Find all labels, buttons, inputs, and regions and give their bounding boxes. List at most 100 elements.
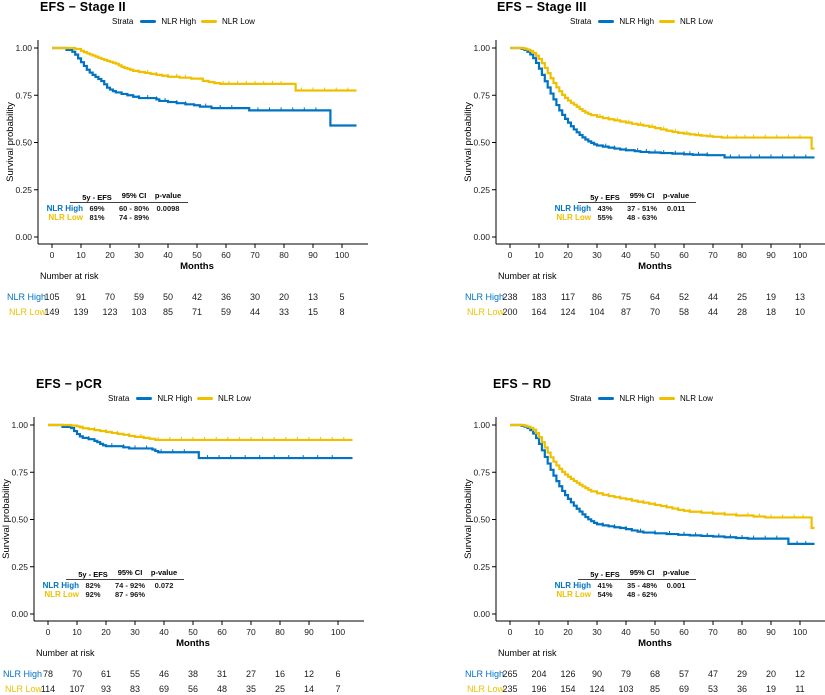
legend: Strata NLR High NLR Low (570, 17, 713, 26)
x-tick-label: 60 (221, 250, 231, 260)
annotation-5y-efs-value: 82% (85, 581, 100, 590)
annotation-row-label: NLR High (47, 204, 84, 213)
risk-count: 13 (795, 292, 805, 302)
annotation-ci-value: 87 - 96% (115, 590, 145, 599)
x-tick-label: 80 (737, 250, 747, 260)
x-tick-label: 90 (304, 627, 314, 637)
risk-count: 19 (766, 684, 776, 694)
risk-count: 47 (708, 669, 718, 679)
risk-count: 15 (308, 307, 318, 317)
legend-title: Strata (108, 394, 130, 403)
risk-count: 124 (589, 684, 604, 694)
risk-count: 8 (339, 307, 344, 317)
legend-swatch-nlr-high (598, 396, 615, 401)
km-plot-rd: 1.00 0.75 0.50 0.25 0.00 Survival probability… (463, 417, 825, 694)
y-tick-label: 0.00 (473, 232, 490, 242)
y-tick-label: 0.75 (473, 467, 490, 477)
x-tick-label: 60 (679, 627, 689, 637)
risk-count: 56 (188, 684, 198, 694)
risk-count: 31 (217, 669, 227, 679)
x-tick-label: 90 (766, 250, 776, 260)
annotation-p-value: 0.0098 (157, 204, 180, 213)
risk-count: 38 (188, 669, 198, 679)
x-axis-title: Months (176, 638, 210, 649)
x-tick-label: 40 (159, 627, 169, 637)
annotation-ci-value: 37 - 51% (627, 204, 657, 213)
risk-count: 83 (130, 684, 140, 694)
x-tick-label: 100 (793, 627, 807, 637)
legend-label-nlr-high: NLR High (157, 394, 193, 403)
annotation-row-label: NLR Low (48, 213, 83, 222)
risk-count: 164 (531, 307, 546, 317)
x-tick-label: 80 (279, 250, 289, 260)
annotation-header-95ci: 95% CI (118, 568, 143, 577)
x-tick-label: 20 (101, 627, 111, 637)
km-curve-nlr-low (52, 46, 357, 92)
km-plot-stage-iii: 1.00 0.75 0.50 0.25 0.00 Survival probability… (463, 40, 825, 317)
risk-count: 154 (560, 684, 575, 694)
legend-swatch-nlr-low (659, 19, 676, 24)
x-tick-label: 100 (335, 250, 349, 260)
km-curve-nlr-high (48, 423, 353, 460)
legend-label-nlr-low: NLR Low (680, 394, 713, 403)
x-tick-label: 30 (592, 250, 602, 260)
km-curve-nlr-high (510, 423, 815, 545)
y-tick-label: 0.00 (11, 609, 28, 619)
chart-title: EFS − Stage II (40, 0, 126, 14)
risk-count: 50 (163, 292, 173, 302)
risk-count: 12 (795, 669, 805, 679)
y-tick-label: 0.50 (473, 138, 490, 148)
risk-count: 30 (250, 292, 260, 302)
risk-count: 117 (561, 292, 575, 302)
legend-label-nlr-low: NLR Low (680, 17, 713, 26)
annotation-header-95ci: 95% CI (122, 191, 147, 200)
risk-count: 53 (708, 684, 718, 694)
legend-label-nlr-low: NLR Low (218, 394, 251, 403)
annotation-5y-efs-value: 43% (597, 204, 612, 213)
risk-count: 28 (737, 307, 747, 317)
risk-count: 27 (246, 669, 256, 679)
annotation-header-5y-efs: 5y - EFS (82, 193, 112, 202)
x-tick-label: 70 (246, 627, 256, 637)
risk-count: 46 (159, 669, 169, 679)
risk-count: 103 (131, 307, 146, 317)
x-tick-label: 80 (737, 627, 747, 637)
risk-count: 238 (502, 292, 517, 302)
risk-row-label: NLR High (3, 669, 42, 679)
risk-count: 69 (679, 684, 689, 694)
chart-title: EFS − RD (493, 377, 552, 391)
risk-count: 75 (621, 292, 631, 302)
annotation-ci-value: 48 - 62% (627, 590, 657, 599)
risk-count: 48 (217, 684, 227, 694)
risk-count: 105 (44, 292, 59, 302)
legend-title: Strata (112, 17, 134, 26)
legend: Strata NLR High NLR Low (112, 17, 255, 26)
km-plot-stage-ii: 1.00 0.75 0.50 0.25 0.00 Survival probability… (5, 40, 368, 317)
y-tick-label: 0.75 (473, 90, 490, 100)
risk-count: 103 (618, 684, 633, 694)
risk-count: 86 (592, 292, 602, 302)
risk-count: 87 (621, 307, 631, 317)
y-tick-label: 0.50 (473, 515, 490, 525)
risk-count: 7 (335, 684, 340, 694)
x-tick-label: 60 (679, 250, 689, 260)
chart-efs-stage-ii: EFS − Stage II Strata NLR High NLR Low 1… (0, 0, 412, 347)
x-tick-label: 90 (766, 627, 776, 637)
x-tick-label: 10 (534, 250, 544, 260)
risk-count: 68 (650, 669, 660, 679)
x-tick-label: 30 (130, 627, 140, 637)
legend-swatch-nlr-low (197, 396, 214, 401)
risk-count: 33 (279, 307, 289, 317)
annotation-row-label: NLR High (555, 581, 592, 590)
risk-count: 69 (159, 684, 169, 694)
x-tick-label: 20 (105, 250, 115, 260)
y-tick-label: 0.50 (11, 515, 28, 525)
risk-count: 6 (335, 669, 340, 679)
y-tick-label: 0.25 (473, 185, 490, 195)
y-axis-title: Survival probability (5, 102, 16, 182)
annotation-p-value: 0.011 (667, 204, 685, 213)
risk-count: 36 (737, 684, 747, 694)
risk-count: 36 (221, 292, 231, 302)
risk-count: 16 (275, 669, 285, 679)
legend-swatch-nlr-high (136, 396, 153, 401)
